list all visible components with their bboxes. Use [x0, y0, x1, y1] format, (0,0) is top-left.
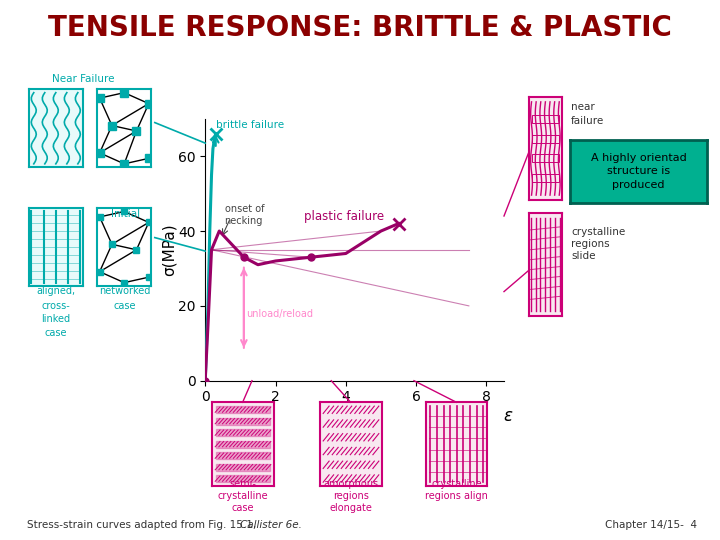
Text: onset of
necking: onset of necking [225, 204, 264, 226]
Text: aligned,: aligned, [37, 286, 76, 296]
Bar [531, 134, 559, 143]
Text: Initial: Initial [112, 208, 140, 219]
Text: networked: networked [99, 286, 150, 296]
Text: elongate: elongate [329, 503, 372, 513]
Text: crystalline: crystalline [571, 227, 625, 237]
Bar [531, 174, 559, 182]
Text: crystalline: crystalline [431, 479, 482, 489]
Text: regions: regions [571, 239, 610, 249]
Bar [531, 115, 559, 123]
Text: A highly orientad
structure is
produced: A highly orientad structure is produced [591, 153, 686, 190]
Y-axis label: σ(MPa): σ(MPa) [161, 224, 176, 276]
Text: Chapter 14/15-  4: Chapter 14/15- 4 [605, 520, 697, 530]
Bar [531, 154, 559, 163]
Text: linked: linked [42, 314, 71, 325]
Text: regions: regions [333, 491, 369, 501]
Text: brittle failure: brittle failure [217, 120, 284, 130]
Text: regions align: regions align [425, 491, 488, 501]
Text: case: case [45, 328, 68, 338]
Text: Near Failure: Near Failure [52, 73, 114, 84]
Text: semi-: semi- [229, 479, 256, 489]
Text: near: near [571, 102, 595, 112]
Text: slide: slide [571, 251, 595, 261]
Text: case: case [231, 503, 254, 513]
Text: Stress-strain curves adapted from Fig. 15.1,: Stress-strain curves adapted from Fig. 1… [27, 520, 260, 530]
Text: plastic failure: plastic failure [304, 210, 384, 223]
Text: unload/reload: unload/reload [246, 309, 312, 319]
Text: failure: failure [571, 116, 604, 126]
Text: crystalline: crystalline [217, 491, 268, 501]
Text: cross-: cross- [42, 301, 71, 311]
Text: case: case [113, 301, 136, 311]
Text: ε: ε [503, 407, 512, 425]
Text: TENSILE RESPONSE: BRITTLE & PLASTIC: TENSILE RESPONSE: BRITTLE & PLASTIC [48, 14, 672, 42]
Text: Callister 6e.: Callister 6e. [240, 520, 302, 530]
Text: amorphous: amorphous [323, 479, 378, 489]
